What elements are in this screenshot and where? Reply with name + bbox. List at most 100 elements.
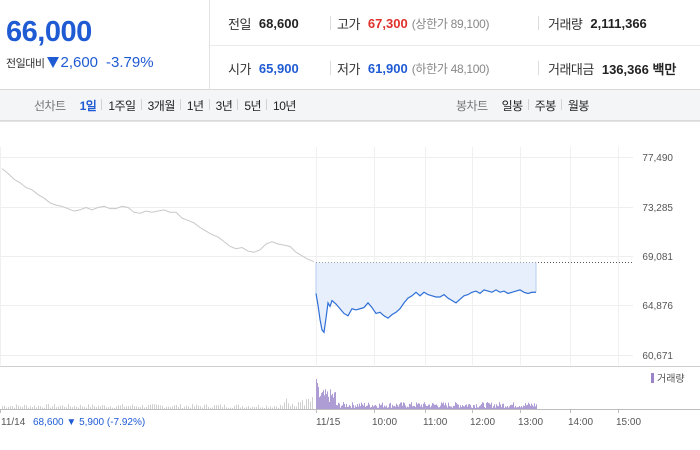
volume-bar <box>292 403 293 409</box>
volume-bar <box>509 406 510 409</box>
high-cell: 고가 67,300 (상한가 89,100) <box>337 1 490 45</box>
volume-bar <box>361 402 362 409</box>
volume-bar <box>451 406 452 409</box>
volume-bar <box>68 404 69 409</box>
volume-bar <box>521 406 522 409</box>
volume-bar <box>399 404 400 409</box>
tab-3m[interactable]: 3개월 <box>140 97 181 114</box>
volume-bar <box>498 406 499 409</box>
volume-bar <box>46 404 47 409</box>
volume-bar <box>326 394 327 409</box>
volume-bar <box>348 406 349 409</box>
volume-bar <box>66 407 67 409</box>
volume-bar <box>316 379 317 409</box>
x-tick-label: 10:00 <box>372 417 397 428</box>
volume-bar <box>402 405 403 409</box>
volume-bar <box>440 405 441 409</box>
volume-bar <box>379 403 380 409</box>
volume-bar <box>317 383 318 409</box>
volume-bar <box>96 407 97 409</box>
volume-bar <box>403 402 404 409</box>
volume-bar <box>487 402 488 409</box>
col-divider <box>330 16 331 30</box>
volume-bar <box>426 405 427 409</box>
volume-bar <box>533 406 534 409</box>
volume-bar <box>258 404 259 409</box>
volume-bar <box>310 401 311 409</box>
amount-label: 거래대금 <box>548 61 594 77</box>
tab-10y[interactable]: 10년 <box>266 97 302 114</box>
volume-value: 2,111,366 <box>590 15 647 31</box>
volume-bar <box>18 405 19 409</box>
series-layer <box>1 168 537 334</box>
volume-bar <box>471 407 472 409</box>
volume-bar <box>268 407 269 409</box>
volume-bar <box>296 406 297 409</box>
volume-bar <box>236 404 237 409</box>
legend-swatch <box>651 373 654 383</box>
volume-bar <box>168 406 169 409</box>
volume-bar <box>274 406 275 409</box>
volume-bar <box>148 404 149 409</box>
tab-1d[interactable]: 1일 <box>79 98 97 113</box>
volume-bar <box>367 405 368 409</box>
volume-bar <box>433 403 434 409</box>
volume-label: 거래량 <box>548 16 583 32</box>
volume-bar <box>384 405 385 409</box>
tab-3y[interactable]: 3년 <box>208 97 239 114</box>
col-divider <box>538 61 539 75</box>
volume-bar <box>401 402 402 409</box>
open-label: 시가 <box>228 61 251 77</box>
volume-bar <box>491 402 492 409</box>
axis-layer: 77,490 73,285 69,081 64,876 60,671 11/15 10:00… <box>1 153 673 428</box>
volume-bar <box>82 406 83 409</box>
volume-bar <box>260 407 261 409</box>
volume-bar <box>320 396 321 409</box>
prev-close-cell: 전일 68,600 <box>228 1 299 45</box>
volume-bar <box>280 404 281 409</box>
volume-bar <box>377 407 378 409</box>
prev-close-value: 68,600 <box>258 15 299 31</box>
volume-bar <box>70 406 71 409</box>
volume-bar <box>162 405 163 409</box>
volume-bar <box>306 399 307 409</box>
volume-bar <box>508 407 509 409</box>
volume-bar <box>371 407 372 409</box>
volume-bar <box>436 404 437 409</box>
volume-bar <box>467 406 468 409</box>
volume-bar <box>409 403 410 409</box>
volume-bar <box>28 407 29 409</box>
volume-bar <box>242 406 243 409</box>
volume-bar <box>22 406 23 409</box>
volume-bar <box>86 407 87 409</box>
volume-bar <box>112 407 113 409</box>
volume-bar <box>216 405 217 409</box>
quote-summary: 66,000 전일대비 2,600 -3.79% 전일 68,600 고가 67… <box>0 0 700 90</box>
volume-bar <box>178 406 179 409</box>
legend-label: 거래량 <box>657 373 685 385</box>
tab-monthly[interactable]: 월봉 <box>560 97 595 114</box>
volume-bar <box>512 404 513 409</box>
volume-bar <box>417 404 418 409</box>
tab-1w[interactable]: 1주일 <box>101 97 141 114</box>
volume-bar <box>142 405 143 409</box>
volume-bar <box>80 404 81 409</box>
tab-5y[interactable]: 5년 <box>237 97 267 114</box>
volume-bar <box>118 405 119 409</box>
volume-bar <box>164 407 165 409</box>
volume-bar <box>504 407 505 409</box>
volume-bar <box>480 405 481 409</box>
prev-close-info: 68,600 <box>33 417 64 428</box>
volume-bar <box>252 406 253 409</box>
volume-bar <box>430 407 431 409</box>
volume-bar <box>351 407 352 409</box>
tab-daily[interactable]: 일봉 <box>501 98 524 113</box>
volume-bar <box>196 404 197 409</box>
volume-bar <box>444 405 445 409</box>
volume-bar <box>494 404 495 409</box>
volume-bar <box>100 406 101 409</box>
volume-bar <box>391 407 392 409</box>
tab-1y[interactable]: 1년 <box>179 97 210 114</box>
tab-weekly[interactable]: 주봉 <box>527 97 562 114</box>
volume-bar <box>341 405 342 409</box>
